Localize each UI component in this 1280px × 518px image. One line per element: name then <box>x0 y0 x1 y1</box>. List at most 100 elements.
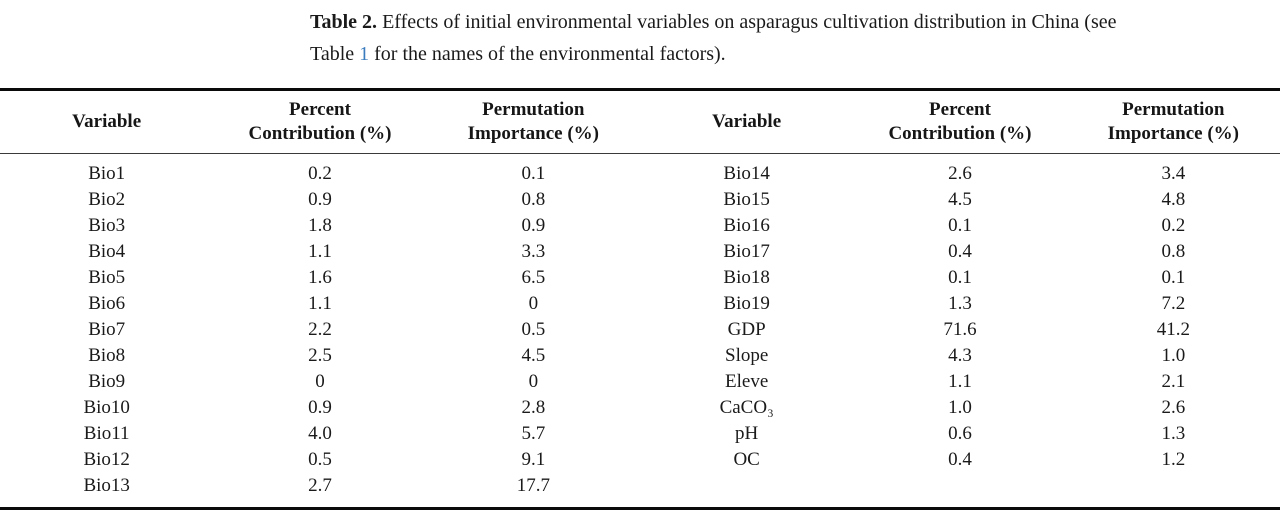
table-row: Bio9 0 0 Eleve 1.1 2.1 <box>0 369 1280 395</box>
table-cell: GDP <box>727 319 766 340</box>
header-line: Contribution (%) <box>888 123 1032 144</box>
table-cell: 0.5 <box>308 449 332 470</box>
table-cell: 0.2 <box>308 163 332 184</box>
table-cell: 0.1 <box>1161 267 1186 288</box>
table-cell: 2.6 <box>1161 397 1186 418</box>
table-cell: 0.2 <box>1161 215 1186 236</box>
table-cell: 1.1 <box>308 293 332 314</box>
table-row: Bio13 2.7 17.7 <box>0 473 1280 509</box>
table-cell: 0.1 <box>948 215 972 236</box>
table-cell: 4.5 <box>948 189 972 210</box>
table-cell: Bio14 <box>723 163 770 184</box>
header-line: Importance (%) <box>1107 123 1240 144</box>
table-cell: 1.3 <box>1161 423 1186 444</box>
table-cell: 9.1 <box>521 449 546 470</box>
header-line: Variable <box>712 111 782 132</box>
table-cell: Slope <box>725 345 769 366</box>
table-cell: Bio10 <box>83 397 130 418</box>
table-cell: 0.8 <box>1161 241 1186 262</box>
table-row: Bio11 4.0 5.7 pH 0.6 1.3 <box>0 421 1280 447</box>
table-cell: 1.8 <box>308 215 332 236</box>
table-cell: 1.3 <box>948 293 972 314</box>
table-body: Bio1 0.2 0.1 Bio14 2.6 3.4 Bio2 0.9 0.8 Bio15 4.5 4… <box>0 154 1280 509</box>
table-row: Bio12 0.5 9.1 OC 0.4 1.2 <box>0 447 1280 473</box>
table-cell: 1.1 <box>948 371 972 392</box>
table-cell: 0.1 <box>948 267 972 288</box>
caption-table-label: Table 2. <box>310 11 378 33</box>
header-line: Contribution (%) <box>248 123 392 144</box>
table-cell: Eleve <box>725 371 769 392</box>
table-cell: 1.0 <box>948 397 972 418</box>
caption-line-1: Table 2. Effects of initial environmenta… <box>310 6 1276 38</box>
environmental-variables-table: Variable Percent Contribution (%) Permuta… <box>0 88 1280 510</box>
table-cell: 2.2 <box>308 319 332 340</box>
header-row: Variable Percent Contribution (%) Permuta… <box>0 89 1280 154</box>
table-cell: Bio3 <box>88 215 126 236</box>
table-cell: Bio16 <box>723 215 770 236</box>
table-cell: Bio6 <box>88 293 126 314</box>
caption-text-3: for the names of the environmental facto… <box>369 43 726 65</box>
table-cell: Bio19 <box>723 293 770 314</box>
table-cell <box>1067 473 1280 509</box>
table-caption: Table 2. Effects of initial environmenta… <box>310 6 1276 70</box>
table-cell: 1.0 <box>1161 345 1186 366</box>
table-cell: 0 <box>528 293 539 314</box>
table-cell <box>640 473 853 509</box>
table-row: Bio10 0.9 2.8 CaCO₃ 1.0 2.6 <box>0 395 1280 421</box>
table-cell: 0.4 <box>948 449 972 470</box>
table-cell: 1.1 <box>308 241 332 262</box>
table-cell: 0 <box>528 371 539 392</box>
table-cell: 0.9 <box>521 215 546 236</box>
column-header-variable-right: Variable <box>639 89 854 154</box>
table-cell: Bio13 <box>83 475 130 496</box>
table-row: Bio1 0.2 0.1 Bio14 2.6 3.4 <box>0 154 1280 188</box>
table-cell: 6.5 <box>521 267 546 288</box>
table-cell: 0.1 <box>521 163 546 184</box>
table-cell: pH <box>735 423 759 444</box>
header-line: Variable <box>72 111 142 132</box>
header-line: Percent <box>289 99 351 120</box>
caption-text-2: Table <box>310 43 360 65</box>
table-cell: 4.5 <box>521 345 546 366</box>
table-cell: Bio8 <box>88 345 126 366</box>
table-cell: 4.8 <box>1161 189 1186 210</box>
table-cell: Bio7 <box>88 319 126 340</box>
table-cell: Bio18 <box>723 267 770 288</box>
table-cell: Bio2 <box>88 189 126 210</box>
table-cell: CaCO₃ <box>719 397 774 418</box>
table-cell: 4.0 <box>308 423 332 444</box>
column-header-permutation-importance-right: Permutation Importance (%) <box>1066 89 1280 154</box>
header-line: Importance (%) <box>467 123 600 144</box>
column-header-variable-left: Variable <box>0 89 214 154</box>
header-line: Permutation <box>1122 99 1225 120</box>
table-cell: 0.6 <box>948 423 972 444</box>
caption-line-2: Table 1 for the names of the environment… <box>310 38 1276 70</box>
table-cell: 2.5 <box>308 345 332 366</box>
table-cell: 41.2 <box>1156 319 1190 340</box>
column-header-permutation-importance-left: Permutation Importance (%) <box>426 89 640 154</box>
table-cell: 17.7 <box>516 475 550 496</box>
table-cell: Bio12 <box>83 449 130 470</box>
table-cell: 5.7 <box>521 423 546 444</box>
table-cell: 4.3 <box>948 345 972 366</box>
table-cell: Bio11 <box>83 423 130 444</box>
table-row: Bio8 2.5 4.5 Slope 4.3 1.0 <box>0 343 1280 369</box>
column-header-percent-contribution-left: Percent Contribution (%) <box>213 89 427 154</box>
table-row: Bio4 1.1 3.3 Bio17 0.4 0.8 <box>0 239 1280 265</box>
table-cell: Bio15 <box>723 189 770 210</box>
table-cell: OC <box>733 449 760 470</box>
table-cell: 7.2 <box>1161 293 1186 314</box>
table-cell: Bio9 <box>88 371 126 392</box>
column-header-percent-contribution-right: Percent Contribution (%) <box>853 89 1067 154</box>
table-cell: 0.4 <box>948 241 972 262</box>
table-cell: 2.7 <box>308 475 332 496</box>
caption-text-1: Effects of initial environmental variabl… <box>377 11 1117 33</box>
table-row: Bio2 0.9 0.8 Bio15 4.5 4.8 <box>0 187 1280 213</box>
header-line: Permutation <box>482 99 585 120</box>
table-row: Bio6 1.1 0 Bio19 1.3 7.2 <box>0 291 1280 317</box>
table-cell: 1.6 <box>308 267 332 288</box>
table-cell: 2.1 <box>1161 371 1186 392</box>
table-1-reference-link[interactable]: 1 <box>359 43 370 65</box>
table-cell: Bio5 <box>88 267 126 288</box>
table-cell: 0.9 <box>308 397 332 418</box>
